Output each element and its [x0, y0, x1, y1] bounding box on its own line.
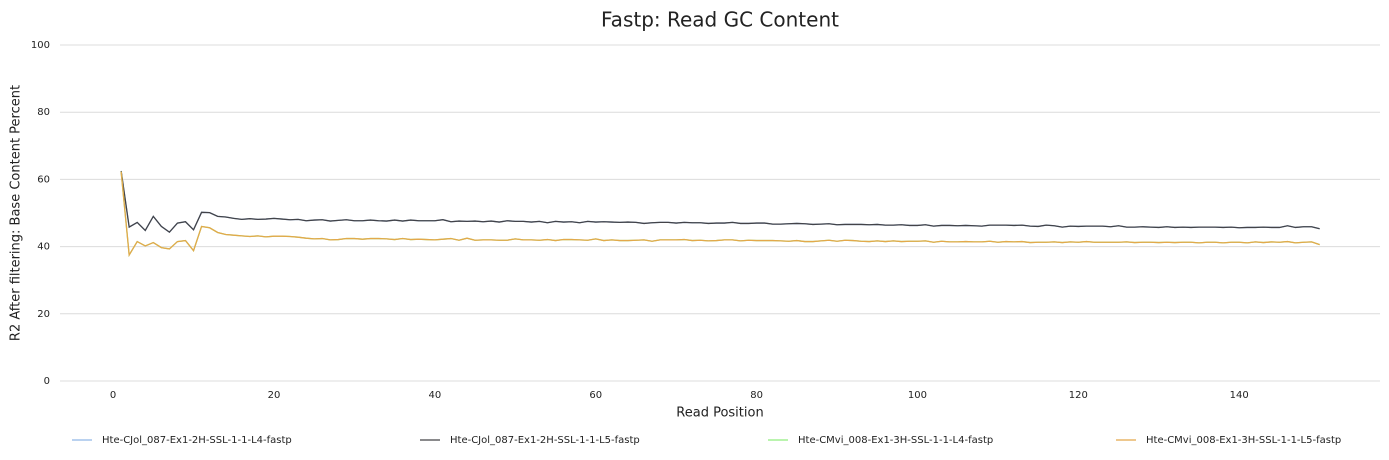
legend-label: Hte-CMvi_008-Ex1-3H-SSL-1-1-L4-fastp [798, 435, 993, 446]
y-tick-label: 80 [37, 107, 50, 118]
x-tick-label: 140 [1230, 390, 1249, 401]
y-axis-label: R2 After filtering: Base Content Percent [9, 85, 24, 341]
x-tick-label: 100 [908, 390, 927, 401]
x-tick-label: 40 [428, 390, 441, 401]
y-tick-label: 40 [37, 242, 50, 253]
x-tick-label: 0 [110, 390, 116, 401]
y-tick-label: 60 [37, 174, 50, 185]
y-tick-label: 100 [31, 40, 50, 51]
x-tick-label: 120 [1069, 390, 1088, 401]
x-tick-label: 80 [750, 390, 763, 401]
legend-label: Hte-CMvi_008-Ex1-3H-SSL-1-1-L5-fastp [1146, 435, 1341, 446]
chart-title: Fastp: Read GC Content [601, 8, 839, 32]
x-axis-label: Read Position [676, 406, 763, 421]
x-tick-label: 20 [268, 390, 281, 401]
series-line [120, 170, 1320, 234]
series-line [120, 171, 1320, 258]
x-tick-label: 60 [589, 390, 602, 401]
legend-label: Hte-CJol_087-Ex1-2H-SSL-1-1-L5-fastp [450, 435, 640, 446]
y-tick-label: 0 [44, 376, 50, 387]
legend-label: Hte-CJol_087-Ex1-2H-SSL-1-1-L4-fastp [102, 435, 292, 446]
y-tick-label: 20 [37, 309, 50, 320]
